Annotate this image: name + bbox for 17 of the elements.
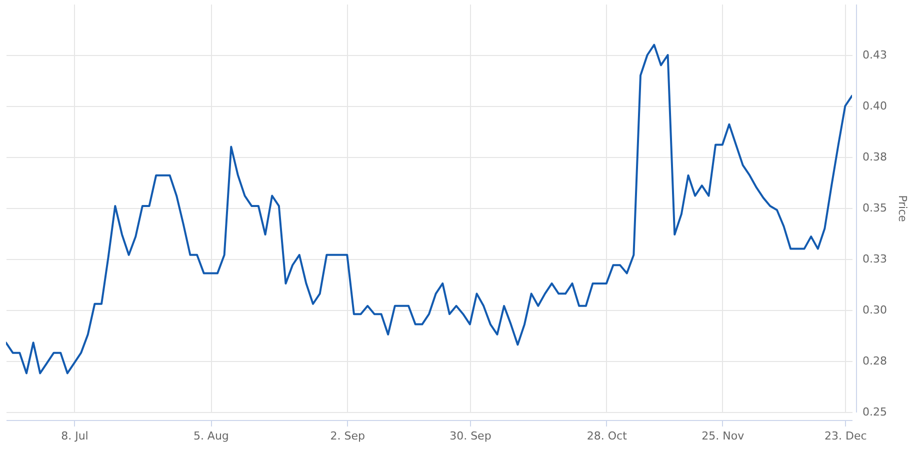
y-tick-label: 0.28	[862, 354, 887, 368]
x-tick-label: 28. Oct	[586, 430, 628, 442]
y-tick-label: 0.43	[862, 48, 887, 62]
x-tick-label: 5. Aug	[193, 430, 229, 442]
x-tick-label: 8. Jul	[61, 430, 88, 442]
x-tick-label: 30. Sep	[450, 430, 492, 442]
y-axis-title: Price	[896, 195, 909, 222]
x-tick-label: 23. Dec	[824, 430, 867, 442]
x-tick-label: 2. Sep	[330, 430, 366, 442]
y-tick-label: 0.33	[862, 252, 887, 266]
y-tick-label: 0.40	[862, 100, 887, 112]
x-tick-label: 25. Nov	[702, 430, 745, 442]
y-tick-label: 0.35	[862, 202, 887, 214]
y-tick-label: 0.38	[862, 150, 887, 164]
y-tick-label: 0.25	[862, 406, 887, 418]
y-tick-label: 0.30	[862, 304, 887, 316]
line-series	[6, 44, 852, 374]
